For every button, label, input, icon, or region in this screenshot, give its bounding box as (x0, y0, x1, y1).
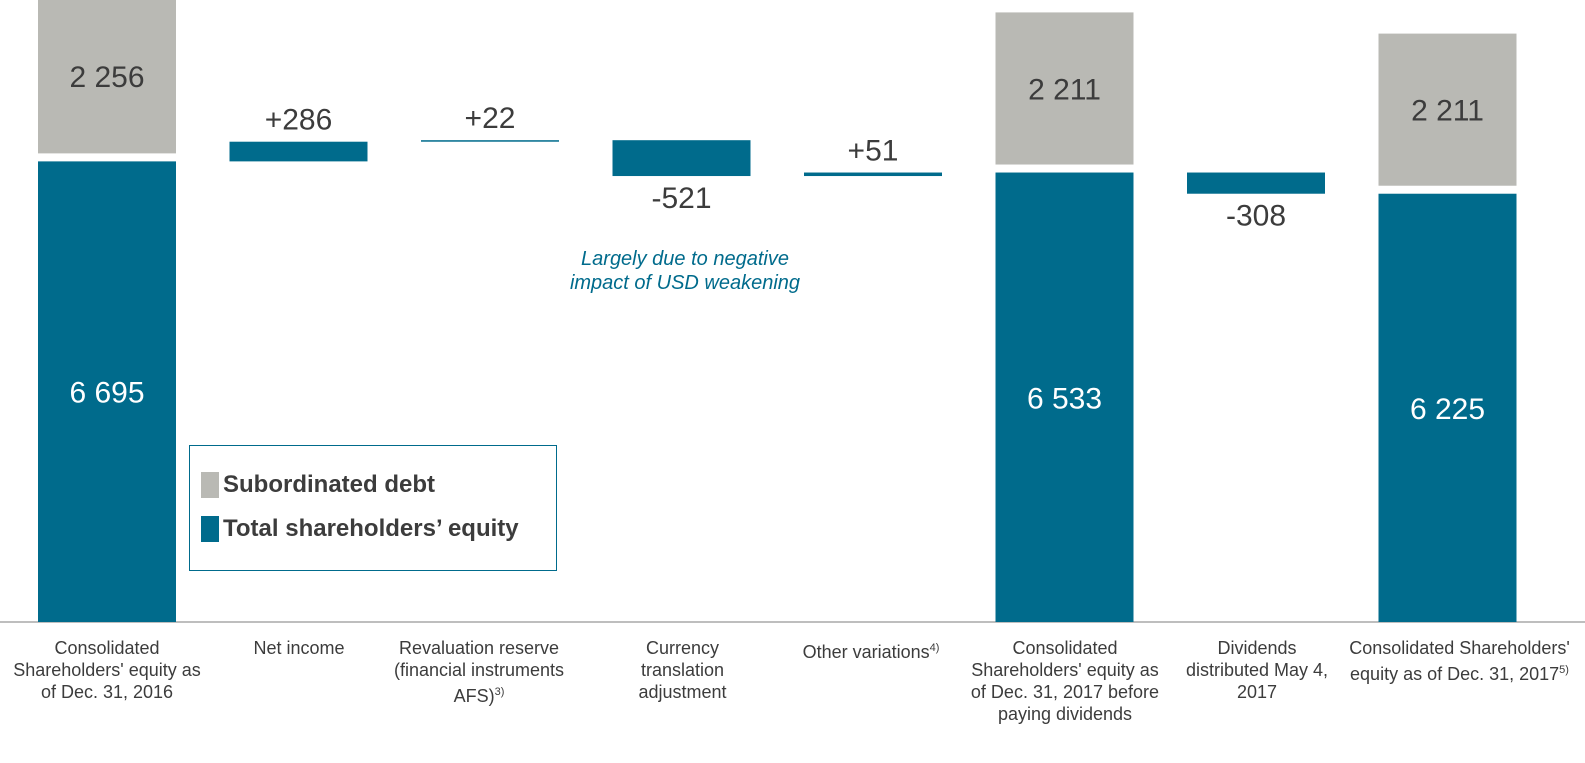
bar-subordinated-0 (38, 0, 176, 154)
data-label-equity-0: 6 695 (69, 377, 144, 410)
category-label-0: Consolidated Shareholders' equity as of … (13, 638, 201, 702)
legend: Subordinated debt Total shareholders’ eq… (189, 445, 557, 571)
footnote-3: 3) (494, 686, 505, 698)
data-label-equity-7: 6 225 (1410, 393, 1485, 426)
category-label-2: Revaluation reserve (financial instrumen… (393, 638, 565, 706)
category-label-3: Currency translation adjustment (638, 638, 727, 702)
legend-label-subordinated: Subordinated debt (223, 471, 435, 498)
bar-delta-3 (612, 140, 751, 177)
data-label-delta-1: +286 (265, 104, 333, 137)
bar-delta-1 (229, 141, 368, 162)
legend-swatch-equity (201, 516, 219, 542)
data-label-delta-6: -308 (1226, 200, 1286, 233)
footnote-4: 4) (929, 642, 940, 654)
category-label-4: Other variations4) (802, 642, 940, 662)
bar-subordinated-5 (995, 12, 1134, 165)
category-label-1: Net income (253, 638, 345, 658)
bar-equity-5 (995, 172, 1134, 622)
legend-label-equity: Total shareholders’ equity (223, 515, 519, 542)
data-label-subordinated-5: 2 211 (1028, 73, 1101, 106)
data-label-subordinated-0: 2 256 (69, 61, 144, 94)
data-label-delta-3: -521 (651, 182, 711, 215)
category-label-6: Dividends distributed May 4, 2017 (1185, 638, 1329, 702)
bar-delta-4 (804, 172, 942, 177)
currency-annotation: Largely due to negative impact of USD we… (569, 248, 801, 294)
data-label-delta-4: +51 (848, 135, 899, 168)
bar-delta-6 (1187, 172, 1325, 194)
bar-delta-2 (421, 140, 559, 142)
bar-subordinated-7 (1378, 33, 1517, 186)
legend-swatch-subordinated (201, 472, 219, 498)
data-label-equity-5: 6 533 (1027, 382, 1102, 415)
footnote-5: 5) (1559, 664, 1569, 676)
bar-equity-0 (38, 161, 176, 622)
legend-item-subordinated-debt: Subordinated debt (201, 471, 435, 499)
bar-equity-7 (1378, 193, 1517, 622)
legend-item-equity: Total shareholders’ equity (201, 515, 519, 543)
category-label-5: Consolidated Shareholders' equity as of … (970, 638, 1160, 724)
data-label-subordinated-7: 2 211 (1411, 95, 1484, 128)
data-label-delta-2: +22 (465, 102, 516, 135)
category-label-7: Consolidated Shareholders' equity as of … (1349, 638, 1570, 684)
